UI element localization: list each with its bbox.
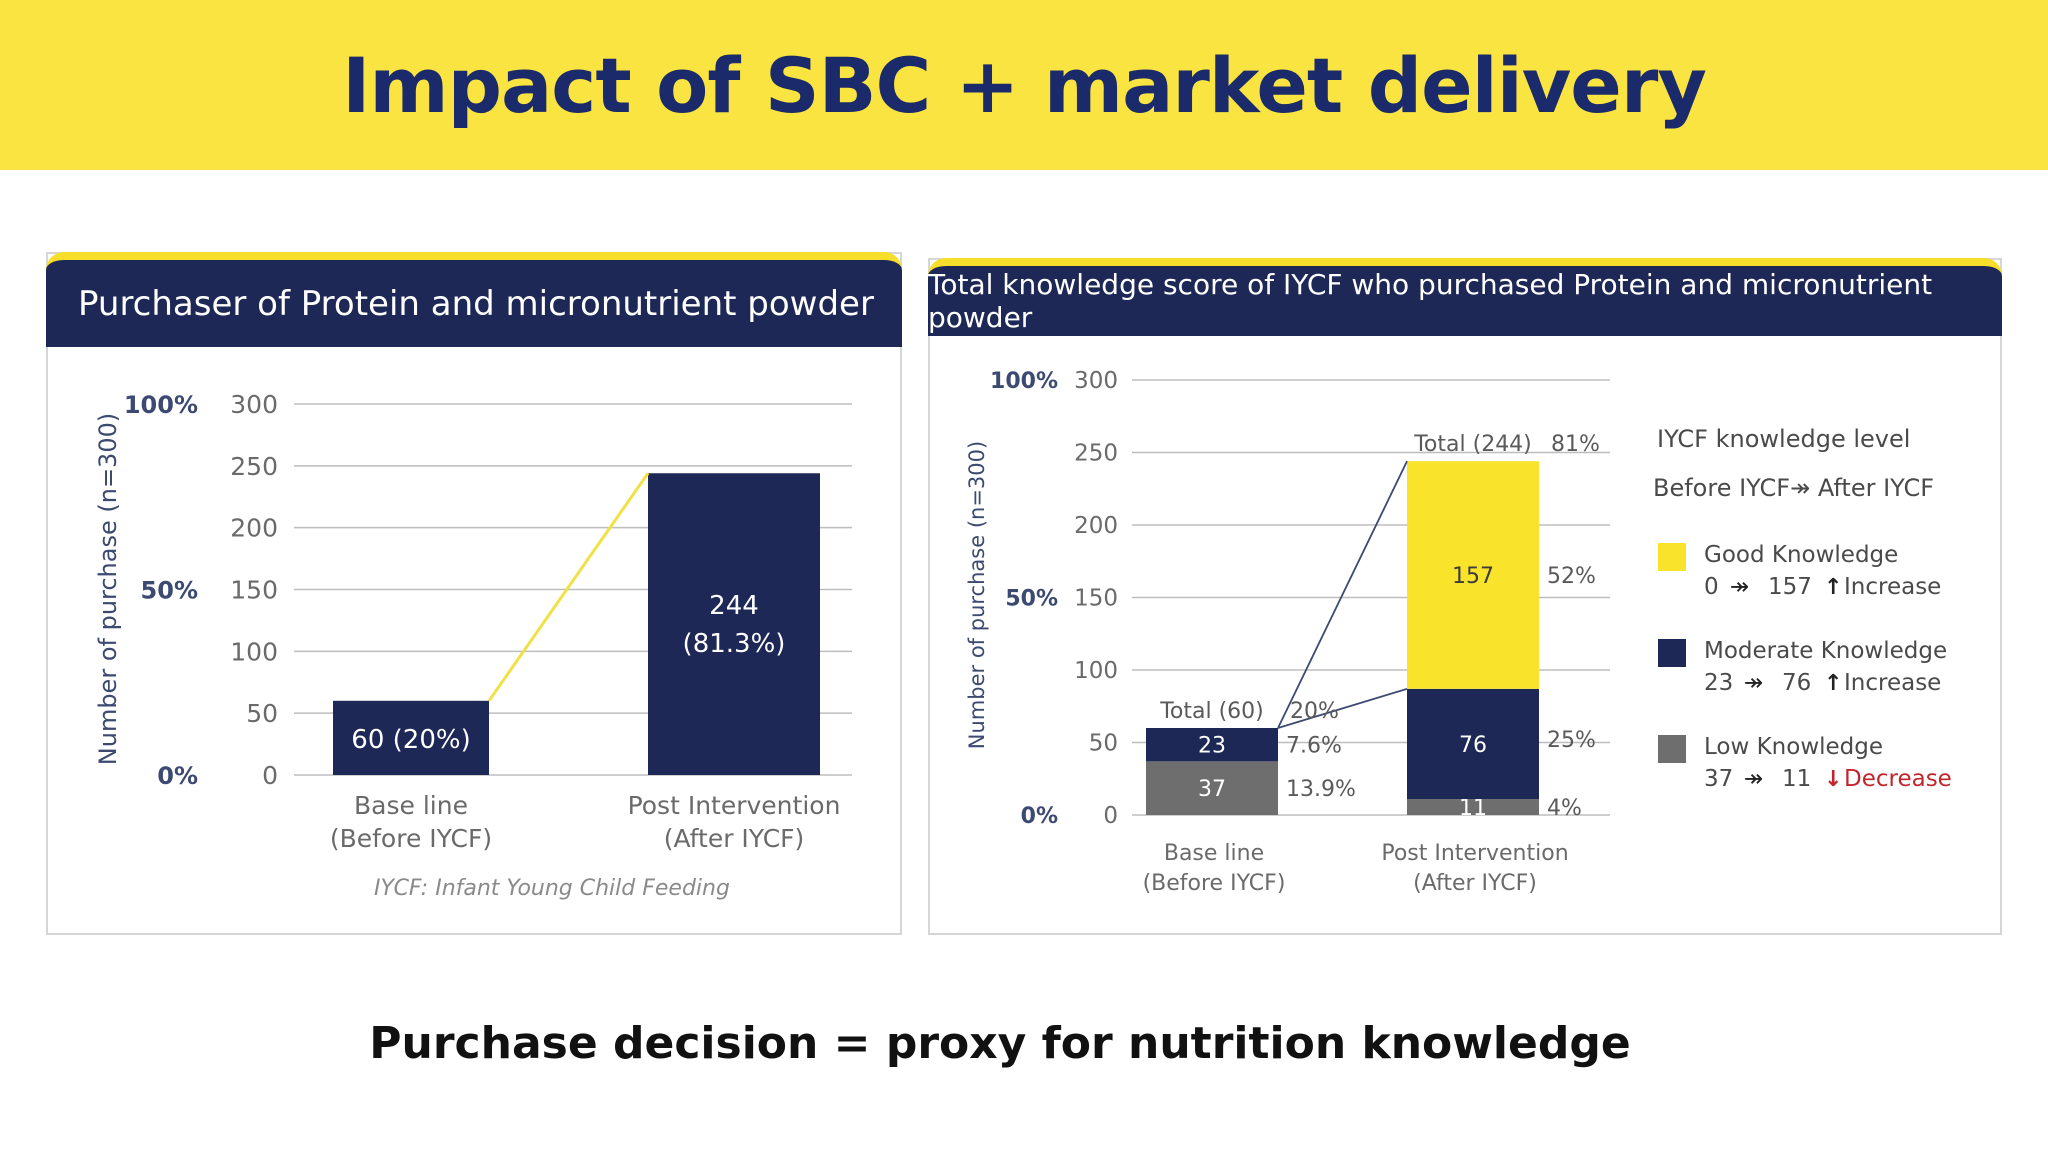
bar [648,473,820,775]
legend-subtitle: Before IYCF↠ After IYCF [1653,474,1934,502]
legend-swatch [1658,735,1686,763]
legend-after-value: 76 [1782,670,1811,696]
segment-pct-label: 25% [1547,728,1596,753]
bar-data-label: 244 [709,591,759,621]
legend-before-value: 0 [1704,574,1719,600]
stack-segment [1407,688,1539,800]
segment-value-label: 37 [1198,777,1226,802]
legend-swatch [1658,639,1686,667]
x-tick-label: Base line [1164,841,1264,866]
legend-title: IYCF knowledge level [1657,425,1910,453]
stack-segment [1407,461,1539,689]
stack-segment [1146,728,1278,762]
y-tick-label: 50 [1089,731,1118,757]
y-axis-title: Number of purchase (n=300) [965,441,989,749]
y-tick-label: 200 [1074,513,1118,539]
x-tick-label: (After IYCF) [1413,871,1537,896]
slide-title: Impact of SBC + market delivery [342,40,1707,130]
trend-connector [487,472,650,702]
segment-pct-label: 52% [1547,564,1596,589]
legend-before-value: 23 [1704,670,1733,696]
y-tick-label: 100 [230,637,278,666]
y-tick-label: 200 [230,514,278,543]
total-label: Total (244) [1413,432,1532,457]
y-tick-label: 250 [1074,441,1118,467]
knowledge-chart-card: Total knowledge score of IYCF who purcha… [928,258,2002,935]
segment-value-label: 23 [1198,734,1226,759]
legend-arrow-icon: ↠ [1730,574,1749,600]
segment-pct-label: 4% [1547,796,1582,821]
legend-after-value: 157 [1768,574,1812,600]
x-tick-label: Post Intervention [628,791,841,820]
legend-swatch [1658,543,1686,571]
total-connector [1277,460,1408,729]
total-pct-label: 81% [1551,432,1600,457]
y-tick-label: 250 [230,452,278,481]
legend-item-name: Low Knowledge [1704,734,1883,760]
legend-arrow-icon: ↠ [1744,670,1763,696]
purchaser-chart: 0 50 100 150 200 250 300 0% 50% 100%Number of pur… [94,390,852,901]
pct-tick-label: 100% [124,391,198,419]
stack-segment [1407,799,1539,815]
segment-value-label: 76 [1459,733,1487,758]
x-tick-label: (After IYCF) [664,824,805,853]
legend-before-value: 37 [1704,766,1733,792]
y-tick-label: 0 [262,761,278,790]
title-banner [0,0,2048,170]
segment-pct-label: 7.6% [1286,734,1342,759]
x-tick-label: (Before IYCF) [1143,871,1286,896]
segment-pct-label: 13.9% [1286,777,1356,802]
y-tick-label: 300 [1074,368,1118,394]
y-tick-label: 150 [1074,586,1118,612]
purchaser-chart-card: Purchaser of Protein and micronutrient p… [46,252,902,935]
stack-segment [1146,761,1278,815]
legend-arrow-icon: ↠ [1744,766,1763,792]
segment-value-label: 157 [1452,564,1494,589]
y-tick-label: 50 [246,699,278,728]
legend-change-label: Increase [1844,670,1941,696]
pct-tick-label: 50% [1005,587,1058,612]
y-tick-label: 150 [230,576,278,605]
x-tick-label: Post Intervention [1381,841,1568,866]
legend-change-label: Decrease [1844,766,1952,792]
total-pct-label: 20% [1290,699,1339,724]
footnote: IYCF: Infant Young Child Feeding [374,876,730,901]
up-arrow-icon: ↑ [1824,671,1842,696]
legend-item-name: Moderate Knowledge [1704,638,1947,664]
knowledge-chart: 0 50 100 150 200 250 300 0% 50% 100% Number of pur… [965,368,1952,896]
y-tick-label: 100 [1074,658,1118,684]
y-tick-label: 0 [1103,803,1118,829]
knowledge-chart-title: Total knowledge score of IYCF who purcha… [928,258,2002,336]
purchaser-chart-title: Purchaser of Protein and micronutrient p… [46,252,902,347]
x-tick-label: (Before IYCF) [330,824,492,853]
pct-tick-label: 0% [157,762,198,790]
legend-change-label: Increase [1844,574,1941,600]
low-connector [1277,687,1408,729]
down-arrow-icon: ↓ [1824,767,1842,792]
bar-data-label: 60 (20%) [351,725,470,755]
total-label: Total (60) [1159,699,1264,724]
y-tick-label: 300 [230,390,278,419]
pct-tick-label: 100% [990,369,1058,394]
legend-after-value: 11 [1782,766,1811,792]
up-arrow-icon: ↑ [1824,575,1842,600]
legend-item-name: Good Knowledge [1704,542,1898,568]
x-tick-label: Base line [354,791,468,820]
bar-data-label: (81.3%) [683,629,786,659]
slide-footer: Purchase decision = proxy for nutrition … [369,1018,1631,1069]
pct-tick-label: 50% [141,577,198,605]
y-axis-title: Number of purchase (n=300) [94,413,122,765]
pct-tick-label: 0% [1021,804,1058,829]
bar [333,700,489,775]
segment-value-label: 11 [1459,796,1487,821]
